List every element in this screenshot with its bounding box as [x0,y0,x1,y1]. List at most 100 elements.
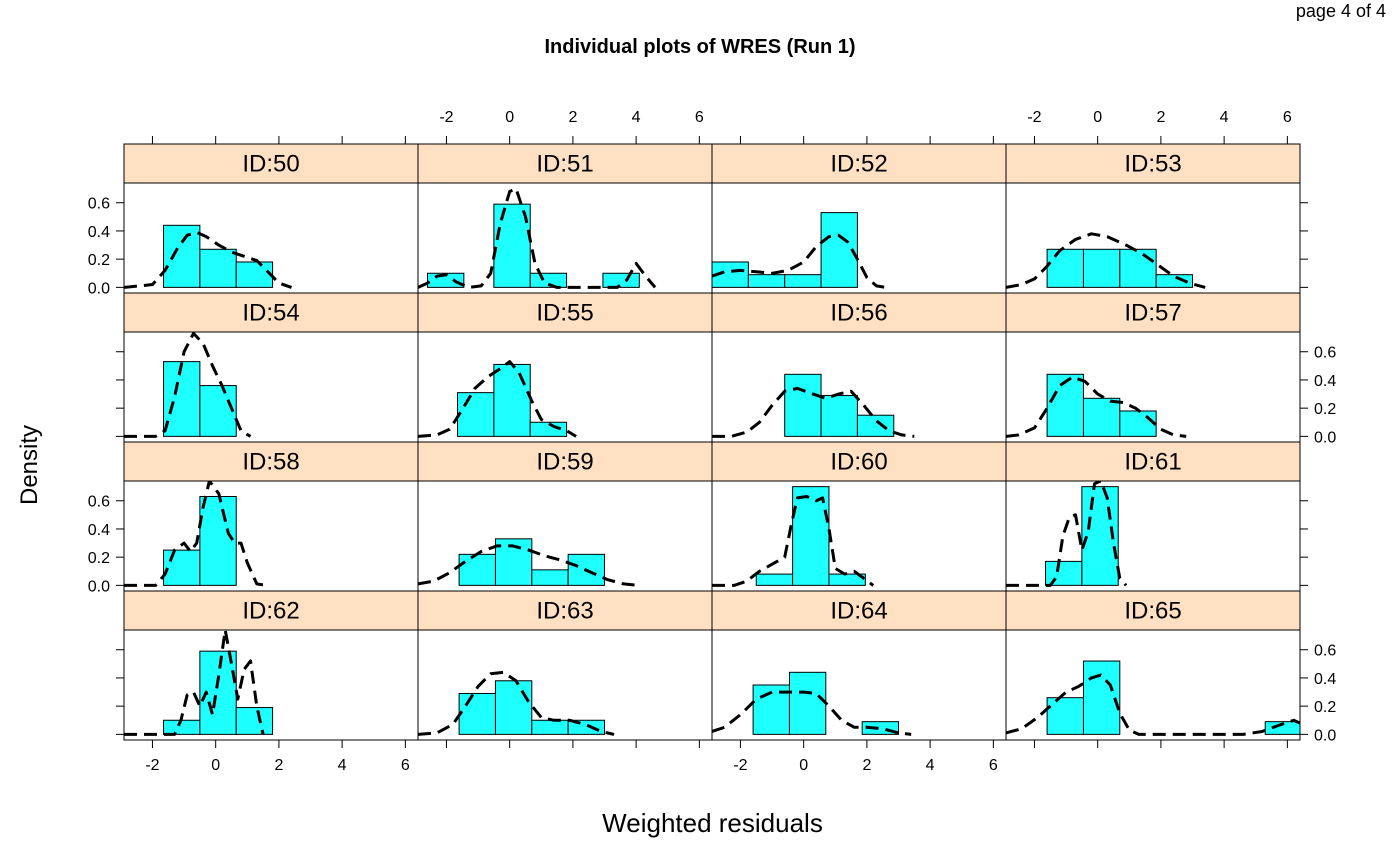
histogram-bar [856,414,895,437]
histogram-bar [494,538,533,586]
strip-label: ID:55 [536,300,593,327]
panel-id-65: ID:65 [1005,590,1301,741]
panel-id-63: ID:63 [417,590,713,741]
panel-id-56: ID:56 [711,292,1007,443]
strip-label: ID:64 [830,598,887,625]
histogram-bar [531,719,569,735]
y-tick-label: 0.2 [88,252,110,269]
x-tick-label: 4 [632,109,641,126]
plot-area [712,212,887,289]
histogram-bar [792,486,830,586]
y-tick-label: 0.6 [1314,345,1336,362]
plot-area [1006,481,1128,587]
density-line [418,187,657,289]
plot-area [124,481,267,587]
x-tick-label: 4 [926,757,935,774]
histogram-bar [1046,248,1084,288]
histogram-bar [755,573,794,586]
strip-label: ID:58 [242,449,299,476]
panel-id-50: ID:50 [123,143,419,294]
x-tick-label: 2 [274,757,283,774]
plot-area [124,630,274,736]
strip-label: ID:56 [830,300,887,327]
x-tick-label: -2 [733,757,747,774]
density-line [712,386,915,438]
strip-background [123,143,419,184]
x-tick-label: 0 [211,757,220,774]
histogram-bar [1119,248,1157,288]
strip-label: ID:51 [536,151,593,178]
plot-area [1006,232,1206,289]
panel-frame [1005,629,1301,741]
histogram-bar [199,385,237,437]
y-tick-label: 0.2 [88,550,110,567]
strip-label: ID:53 [1124,151,1181,178]
histogram-bar [199,248,237,288]
x-tick-label: 0 [505,109,514,126]
histogram-bar [1046,697,1084,735]
y-tick-label: 0.0 [1314,727,1336,744]
y-tick-label: 0.6 [88,196,110,213]
x-tick-label: 6 [695,109,704,126]
y-tick-label: 0.4 [88,522,110,539]
plot-area [1006,373,1187,438]
panel-id-51: ID:51 [417,143,713,294]
histogram-bar [494,680,533,735]
strip-background [1005,292,1301,333]
x-tick-label: 0 [799,757,808,774]
panel-id-59: ID:59 [417,441,713,592]
histogram-bar [458,553,496,586]
strip-background [1005,441,1301,482]
histogram-bar [784,373,822,437]
y-tick-label: 0.0 [1314,429,1336,446]
y-tick-label: 0.2 [1314,699,1336,716]
plot-area [124,332,252,438]
strip-label: ID:59 [536,449,593,476]
y-tick-label: 0.0 [88,280,110,297]
histogram-bar [199,496,237,586]
density-line [1006,232,1206,289]
x-tick-label: -2 [145,757,159,774]
strip-background [417,292,713,333]
density-line [124,332,252,438]
histogram-bar [602,272,640,288]
plot-area [712,486,875,587]
x-tick-label: 2 [568,109,577,126]
strip-background [711,590,1007,631]
histogram-bar [529,272,568,288]
y-tick-label: 0.4 [88,224,110,241]
histogram-bar [531,569,569,586]
strip-background [123,441,419,482]
histogram-bar [163,719,201,735]
strip-background [711,441,1007,482]
strip-background [417,441,713,482]
x-tick-label: 6 [401,757,410,774]
x-tick-label: -2 [1027,109,1041,126]
histogram-bar [235,261,274,288]
density-line [712,233,887,289]
panel-id-58: ID:58 [123,441,419,592]
x-tick-label: 4 [1220,109,1229,126]
density-line [124,230,292,289]
panel-id-53: ID:53 [1005,143,1301,294]
density-line [712,690,912,736]
x-tick-label: -2 [439,109,453,126]
histogram-bar [1264,721,1300,735]
y-tick-label: 0.6 [88,494,110,511]
panel-id-60: ID:60 [711,441,1007,592]
histogram-bar [163,361,201,437]
strip-label: ID:62 [242,598,299,625]
x-tick-label: 0 [1093,109,1102,126]
strip-label: ID:50 [242,151,299,178]
strip-label: ID:60 [830,449,887,476]
y-tick-label: 0.4 [1314,373,1336,390]
density-line [712,495,875,587]
plot-area [712,671,912,736]
x-tick-label: 2 [862,757,871,774]
panel-id-55: ID:55 [417,292,713,443]
density-line [1006,375,1187,438]
x-tick-label: 6 [1283,109,1292,126]
y-tick-label: 0.2 [1314,401,1336,418]
x-axis-title: Weighted residuals [602,808,823,838]
